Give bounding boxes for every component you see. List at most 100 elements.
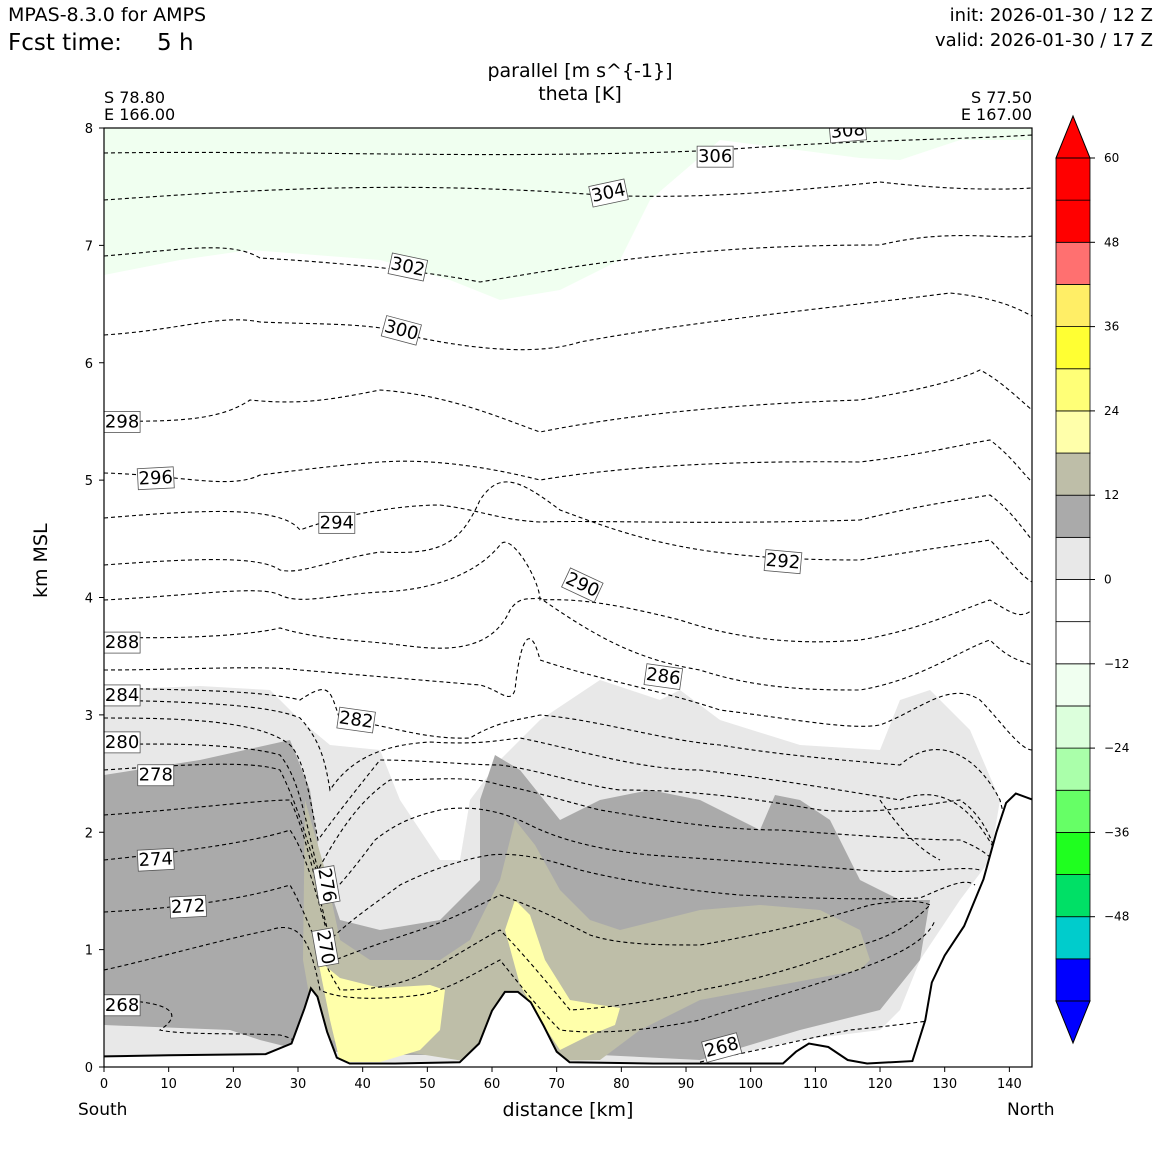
y-tick-label: 6 — [85, 357, 93, 372]
x-axis-ticks: 0 10 20 30 40 50 60 70 80 90 100 110 120 130 140 — [100, 1067, 1022, 1092]
x-tick-label: 80 — [613, 1077, 630, 1092]
theta-label-274: 274 — [136, 847, 175, 872]
x-tick-label: 110 — [803, 1077, 828, 1092]
theta-label-text: 272 — [170, 895, 205, 918]
terrain-fill — [104, 793, 1032, 1067]
colorbar-tick-label: 60 — [1104, 151, 1119, 165]
north-end-label: North — [1007, 1100, 1055, 1120]
colorbar-segment — [1055, 747, 1091, 791]
colorbar-segment — [1055, 705, 1091, 749]
theta-label-286: 286 — [643, 663, 684, 690]
theta-label-298: 298 — [104, 411, 141, 433]
theta-label-text: 286 — [645, 664, 682, 690]
forecast-time-label: Fcst time: — [8, 30, 122, 56]
colorbar-segment — [1055, 789, 1091, 833]
theta-label-284: 284 — [104, 684, 141, 707]
colorbar-segment — [1055, 494, 1091, 538]
theta-label-text: 308 — [830, 119, 866, 143]
theta-label-text: 296 — [138, 467, 173, 490]
theta-label-box — [561, 567, 604, 603]
x-tick-label: 30 — [290, 1077, 307, 1092]
theta-label-294: 294 — [318, 511, 356, 534]
colorbar-tick-label: −24 — [1104, 741, 1129, 755]
colorbar-tick-label: 24 — [1104, 404, 1119, 418]
theta-label-box — [169, 894, 208, 919]
colorbar-tick-label: −48 — [1104, 910, 1129, 924]
negative-wind-region — [104, 128, 1032, 300]
y-tick-label: 3 — [85, 709, 93, 724]
x-tick-label: 130 — [932, 1077, 957, 1092]
colorbar-segment — [1055, 284, 1091, 328]
theta-label-box — [136, 847, 175, 872]
x-tick-label: 20 — [225, 1077, 242, 1092]
y-tick-label: 8 — [85, 122, 93, 137]
y-tick-label: 1 — [85, 944, 93, 959]
valid-time: valid: 2026-01-30 / 17 Z — [935, 30, 1153, 51]
theta-label-box — [136, 466, 175, 491]
theta-label-text: 284 — [105, 685, 139, 706]
theta-label-272: 272 — [169, 894, 208, 919]
theta-label-box — [643, 663, 684, 690]
theta-label-text: 274 — [138, 848, 173, 871]
x-tick-label: 10 — [160, 1077, 177, 1092]
colorbar-tick-label: 12 — [1104, 488, 1119, 502]
x-tick-label: 0 — [100, 1077, 108, 1092]
theta-label-text: 292 — [765, 550, 801, 574]
theta-label-box — [312, 865, 341, 906]
theta-label-box — [588, 178, 629, 208]
x-tick-label: 40 — [354, 1077, 371, 1092]
colorbar-max-arrow — [1055, 114, 1091, 159]
colorbar-segment — [1055, 326, 1091, 370]
theta-label-box — [763, 549, 803, 575]
y-tick-label: 5 — [85, 474, 93, 489]
theta-label-278: 278 — [137, 764, 175, 787]
south-end-label: South — [78, 1100, 128, 1120]
x-tick-label: 70 — [548, 1077, 565, 1092]
x-tick-label: 50 — [419, 1077, 436, 1092]
colorbar-segment — [1055, 621, 1091, 665]
theta-label-box — [701, 1032, 743, 1063]
theta-label-text: 282 — [338, 707, 375, 733]
theta-label-text: 280 — [105, 732, 139, 753]
theta-label-296: 296 — [136, 466, 175, 491]
y-tick-label: 7 — [85, 239, 93, 254]
x-tick-label: 120 — [868, 1077, 893, 1092]
right-end-latitude: S 77.50 — [970, 88, 1032, 107]
colorbar-tick-label: 36 — [1104, 320, 1119, 334]
theta-label-text: 288 — [105, 632, 139, 653]
colorbar-segment — [1055, 958, 1091, 1002]
theta-label-box — [137, 764, 175, 787]
left-end-latitude: S 78.80 — [104, 88, 166, 107]
x-axis-label: distance [km] — [502, 1099, 634, 1121]
colorbar-segment — [1055, 199, 1091, 243]
khaki-shading — [303, 800, 870, 1062]
y-tick-label: 0 — [85, 1061, 93, 1076]
forecast-time-value: 5 h — [157, 30, 194, 56]
colorbar-tick-label: −36 — [1104, 825, 1129, 839]
colorbar-tick-label: 48 — [1104, 235, 1119, 249]
theta-label-box — [828, 128, 868, 144]
colorbar-segment — [1055, 452, 1091, 496]
colorbar-segment — [1055, 663, 1091, 707]
x-tick-label: 100 — [738, 1077, 763, 1092]
theta-label-268: 268 — [104, 994, 141, 1017]
theta-label-text: 294 — [320, 512, 354, 533]
theta-label-box — [318, 511, 356, 534]
colorbar-segment — [1055, 916, 1091, 960]
colorbar-tick-label: 0 — [1104, 573, 1112, 587]
theta-label-box — [336, 706, 376, 734]
shading-layer: 2682682702722742762782802822842862882902… — [104, 119, 1032, 1067]
theta-label-280: 280 — [104, 731, 141, 754]
theta-label-308: 308 — [828, 119, 868, 144]
colorbar-segment — [1055, 157, 1091, 201]
theta-label-box — [311, 927, 340, 968]
theta-label-text: 298 — [105, 411, 139, 432]
theta-label-306: 306 — [696, 145, 734, 168]
terrain-outline — [104, 792, 1032, 1065]
theta-label-text: 278 — [139, 765, 173, 786]
colorbar-segment — [1055, 368, 1091, 412]
y-axis-ticks: 0 1 2 3 4 5 6 7 8 — [85, 122, 104, 1076]
theta-label-text: 268 — [105, 995, 139, 1016]
model-title: MPAS-8.3.0 for AMPS — [8, 4, 207, 26]
